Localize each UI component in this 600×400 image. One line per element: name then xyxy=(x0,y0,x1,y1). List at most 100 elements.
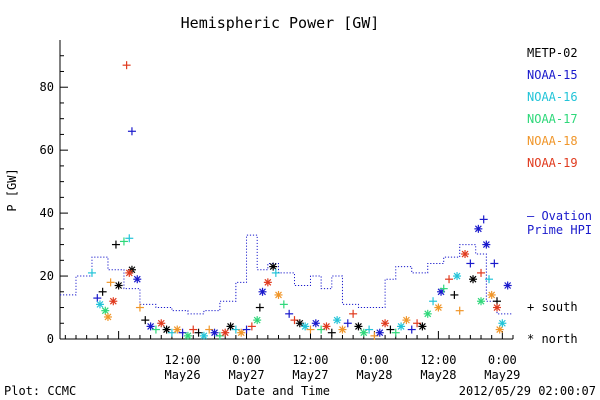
north-marker xyxy=(311,319,320,328)
south-marker xyxy=(455,306,464,315)
south-marker xyxy=(479,215,488,224)
marker-stroke xyxy=(381,319,389,327)
south-marker xyxy=(450,290,459,299)
south-marker xyxy=(343,319,352,328)
marker-stroke xyxy=(96,300,104,308)
marker-stroke xyxy=(264,278,272,286)
south-marker xyxy=(306,325,315,334)
marker-stroke xyxy=(237,329,245,337)
north-marker xyxy=(237,328,246,337)
marker-stroke xyxy=(133,275,141,283)
marker-stroke xyxy=(402,316,410,324)
marker-stroke xyxy=(477,297,485,305)
north-marker xyxy=(322,322,331,331)
marker-stroke xyxy=(418,322,426,330)
marker-stroke xyxy=(301,322,309,330)
legend-entry: NOAA-19 xyxy=(527,156,578,170)
north-marker xyxy=(402,316,411,325)
south-marker xyxy=(490,259,499,268)
south-marker xyxy=(255,303,264,312)
marker-stroke xyxy=(259,288,266,296)
north-marker xyxy=(493,303,502,312)
y-tick-label: 0 xyxy=(47,332,54,346)
chart-title: Hemispheric Power [GW] xyxy=(181,14,380,32)
south-marker xyxy=(242,325,251,334)
x-tick-time: 0:00 xyxy=(488,353,517,367)
south-marker xyxy=(106,278,115,287)
north-marker xyxy=(474,224,483,233)
marker-stroke xyxy=(296,319,304,327)
south-marker xyxy=(271,268,280,277)
north-marker xyxy=(114,281,123,290)
south-marker xyxy=(429,297,438,306)
marker-stroke xyxy=(253,316,261,324)
south-marker xyxy=(466,259,475,268)
y-tick-label: 20 xyxy=(40,269,54,283)
south-marker xyxy=(98,287,107,296)
marker-stroke xyxy=(312,319,320,327)
north-marker xyxy=(109,297,118,306)
x-tick-time: 12:00 xyxy=(165,353,201,367)
south-marker xyxy=(349,309,358,318)
north-marker xyxy=(333,316,342,325)
marker-stroke xyxy=(125,269,133,277)
south-marker xyxy=(477,268,486,277)
north-marker xyxy=(495,325,504,334)
north-marker xyxy=(258,287,267,296)
x-tick-date: May28 xyxy=(420,368,456,382)
north-marker xyxy=(199,331,208,340)
x-tick-date: May27 xyxy=(292,368,328,382)
marker-stroke xyxy=(496,326,504,333)
north-marker xyxy=(381,319,390,328)
south-marker xyxy=(93,294,102,303)
legend-entry: NOAA-18 xyxy=(527,134,578,148)
north-marker xyxy=(274,290,283,299)
north-marker xyxy=(125,268,134,277)
marker-stroke xyxy=(157,319,165,327)
legend-entry: METP-02 xyxy=(527,46,578,60)
plot-area: 02040608012:00May260:00May2712:00May270:… xyxy=(40,40,520,382)
marker-stroke xyxy=(469,275,477,283)
marker-stroke xyxy=(211,329,218,337)
marker-stroke xyxy=(173,326,181,333)
south-marker xyxy=(141,316,150,325)
x-tick-time: 12:00 xyxy=(292,353,328,367)
south-marker xyxy=(247,322,256,331)
south-marker xyxy=(386,325,395,334)
marker-stroke xyxy=(227,322,234,330)
footer-timestamp: 2012/05/29 02:00:07 xyxy=(459,384,596,398)
north-marker xyxy=(434,303,443,312)
legend-south: + south xyxy=(527,300,578,314)
legend-north: * north xyxy=(527,332,578,346)
north-marker xyxy=(503,281,512,290)
north-marker xyxy=(221,328,230,337)
north-marker xyxy=(103,312,112,321)
marker-stroke xyxy=(163,326,171,333)
legend-entry: NOAA-17 xyxy=(527,112,578,126)
x-tick-date: May28 xyxy=(356,368,392,382)
north-marker xyxy=(453,272,462,281)
south-marker xyxy=(87,268,96,277)
marker-stroke xyxy=(437,288,445,296)
legend-entry: NOAA-16 xyxy=(527,90,578,104)
south-marker xyxy=(151,325,160,334)
south-marker xyxy=(135,303,144,312)
north-marker xyxy=(487,290,496,299)
north-marker xyxy=(397,322,406,331)
marker-stroke xyxy=(493,304,501,311)
north-marker xyxy=(338,325,347,334)
marker-stroke xyxy=(104,313,112,321)
x-axis-label: Date and Time xyxy=(236,384,330,398)
north-marker xyxy=(146,322,155,331)
north-marker xyxy=(359,328,368,337)
north-marker xyxy=(498,319,507,328)
marker-stroke xyxy=(397,322,405,330)
x-tick-date: May29 xyxy=(484,368,520,382)
marker-stroke xyxy=(504,282,512,289)
south-marker xyxy=(119,237,128,246)
y-tick-label: 60 xyxy=(40,143,54,157)
y-axis-label: P [GW] xyxy=(5,168,19,211)
north-marker xyxy=(226,322,235,331)
marker-stroke xyxy=(376,329,384,337)
